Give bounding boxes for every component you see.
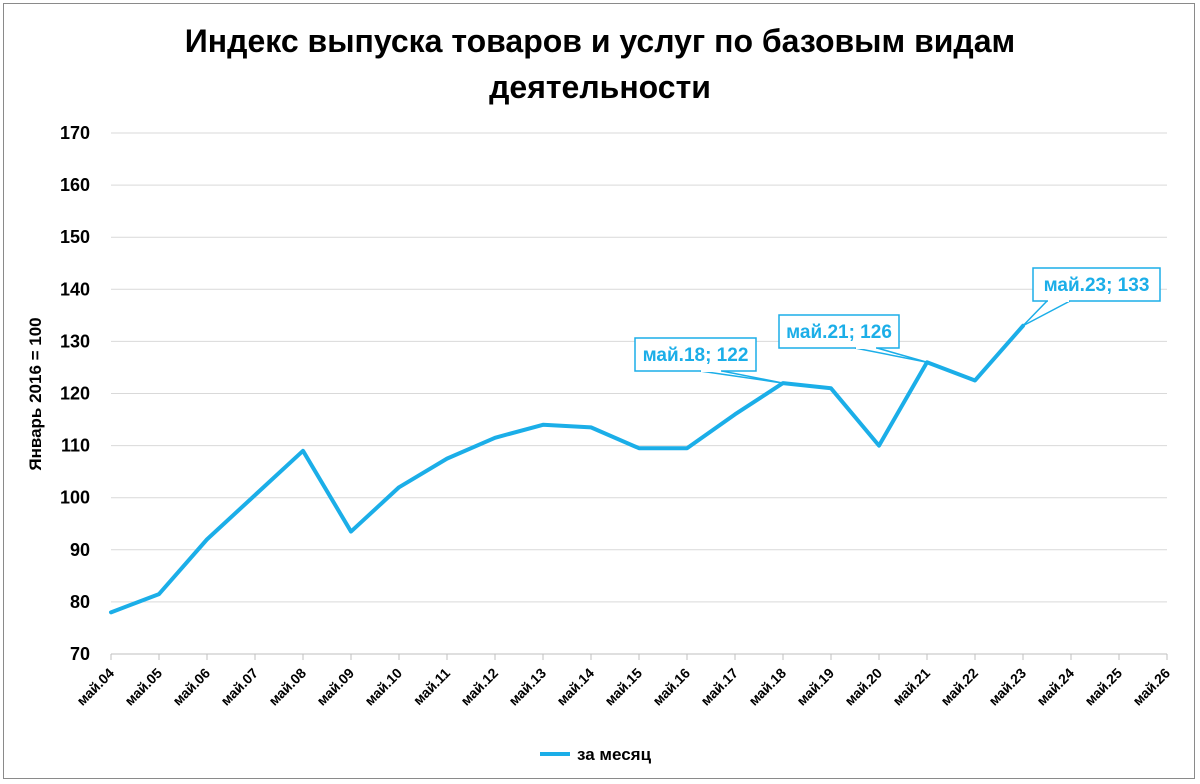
data-point [733,412,737,416]
data-point [109,610,113,614]
data-point [157,592,161,596]
x-tick-label: май.05 [121,665,165,709]
data-point [637,446,641,450]
y-tick-label: 90 [70,540,90,560]
chart-title-line-1: Индекс выпуска товаров и услуг по базовы… [184,23,1016,59]
y-tick-label: 130 [60,331,90,351]
x-tick-label: май.13 [505,665,549,709]
annotation-label: май.23; 133 [1044,275,1150,296]
x-tick-label: май.21 [889,665,933,709]
annotation-pointer [1022,300,1071,327]
x-tick-label: май.10 [361,665,405,709]
y-tick-label: 110 [61,436,90,456]
y-axis-ticks: 70 80 90 100 110 120 130 140 150 160 170 [60,123,90,664]
x-tick-label: май.20 [841,665,885,709]
chart-title-line-2: деятельности [489,69,711,105]
x-tick-label: май.04 [73,665,117,709]
data-point [541,423,545,427]
series-layer [109,323,1025,615]
x-tick-label: май.24 [1033,665,1077,709]
legend: за месяц [540,745,652,764]
data-point [877,444,881,448]
annotation-pointer [699,370,784,384]
y-tick-label: 140 [60,279,90,299]
chart-frame [3,3,1195,779]
y-axis-label: Январь 2016 = 100 [26,317,45,470]
x-tick-label: май.12 [457,665,501,709]
annotation-box [778,314,900,349]
data-point [349,530,353,534]
data-point [829,386,833,390]
x-tick-label: май.22 [937,665,981,709]
data-point [205,537,209,541]
x-tick-label: май.15 [601,665,645,709]
x-tick-label: май.09 [313,665,357,709]
y-tick-label: 160 [60,175,90,195]
legend-label: за месяц [577,745,652,764]
data-point [301,449,305,453]
y-tick-label: 120 [60,384,90,404]
data-point [493,436,497,440]
annotations-layer: май.18; 122 май.21; 126 май.23; 133 [634,267,1161,384]
data-point [445,457,449,461]
y-tick-label: 100 [60,488,90,508]
y-tick-label: 150 [60,227,90,247]
data-point [973,378,977,382]
data-point [397,485,401,489]
annotation-label: май.18; 122 [643,345,749,366]
x-tick-label: май.07 [217,665,261,709]
annotation-pointer [854,347,928,363]
annotation-box [1032,267,1161,302]
x-axis-ticks: май.04 май.05 май.06 май.07 май.08 май.09 май.… [73,654,1173,709]
x-tick-label: май.18 [745,665,789,709]
gridlines [111,132,1167,655]
x-tick-label: май.23 [985,665,1029,709]
x-tick-label: май.25 [1081,665,1125,709]
x-tick-label: май.11 [410,665,453,708]
x-tick-label: май.08 [265,665,309,709]
annotation-label: май.21; 126 [786,322,892,343]
chart-title: Индекс выпуска товаров и услуг по базовы… [0,18,1200,110]
data-point [589,425,593,429]
data-point [685,446,689,450]
x-tick-label: май.06 [169,665,213,709]
data-point [253,493,257,497]
x-tick-label: май.19 [793,665,837,709]
annotation-box [634,337,757,372]
x-tick-label: май.26 [1129,665,1173,709]
y-tick-label: 70 [70,644,90,664]
x-tick-label: май.14 [553,665,597,709]
x-tick-label: май.17 [697,665,741,709]
y-tick-label: 170 [60,123,90,143]
y-tick-label: 80 [70,592,90,612]
series-line-0 [109,323,1025,615]
x-tick-label: май.16 [649,665,693,709]
